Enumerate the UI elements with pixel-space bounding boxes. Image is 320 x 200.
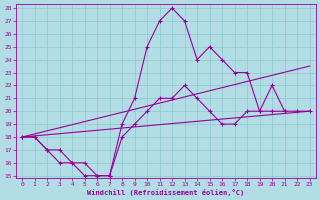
X-axis label: Windchill (Refroidissement éolien,°C): Windchill (Refroidissement éolien,°C) — [87, 189, 244, 196]
